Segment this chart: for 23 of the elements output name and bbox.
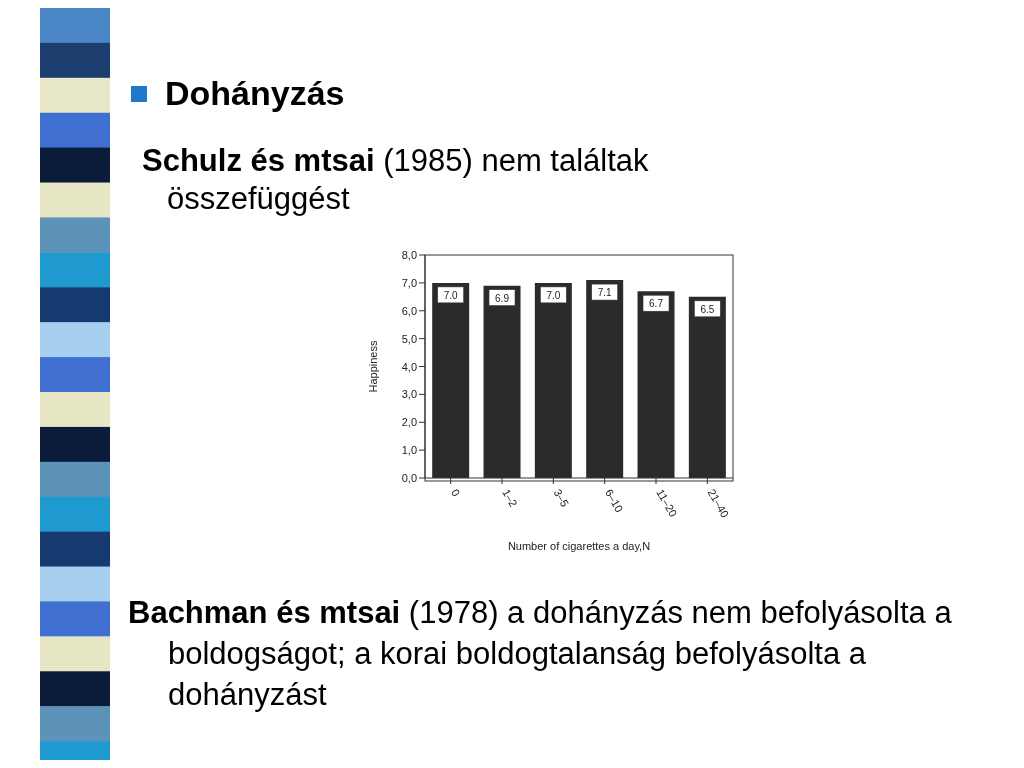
y-tick-label: 2,0 bbox=[401, 416, 417, 429]
data-label: 6.7 bbox=[649, 298, 664, 310]
data-label: 6.9 bbox=[495, 292, 510, 304]
y-axis-title: Happiness bbox=[366, 340, 379, 393]
y-tick-label: 1,0 bbox=[401, 444, 417, 457]
chart-subtitle: Schulz és mtsai (1985) nem találtak összefüggést bbox=[142, 142, 650, 218]
x-axis-title: Number of cigarettes a day,N bbox=[507, 540, 651, 552]
y-tick-label: 8,0 bbox=[401, 249, 417, 261]
y-tick-label: 7,0 bbox=[401, 276, 417, 289]
data-label: 7.0 bbox=[546, 289, 561, 301]
data-label: 7.0 bbox=[443, 289, 459, 301]
y-tick-label: 5,0 bbox=[401, 332, 417, 345]
y-tick-label: 6,0 bbox=[401, 304, 417, 317]
x-tick-label: 0 bbox=[448, 487, 463, 499]
chart-title: Dohányzás bbox=[165, 74, 345, 113]
x-tick-label: 3–5 bbox=[551, 487, 572, 509]
x-tick-label: 1–2 bbox=[500, 487, 520, 509]
text: Bachman és mtsai (1978) a dohányzás nem befolyásolta a boldogságot; a korai boldogtalanság befolyásolta a dohányzást bbox=[128, 594, 953, 714]
y-tick-label: 0,0 bbox=[401, 472, 417, 484]
data-label: 7.1 bbox=[597, 287, 613, 299]
data-label: 6.5 bbox=[700, 303, 715, 315]
y-tick-label: 4,0 bbox=[401, 360, 417, 373]
y-tick-label: 3,0 bbox=[401, 388, 417, 401]
